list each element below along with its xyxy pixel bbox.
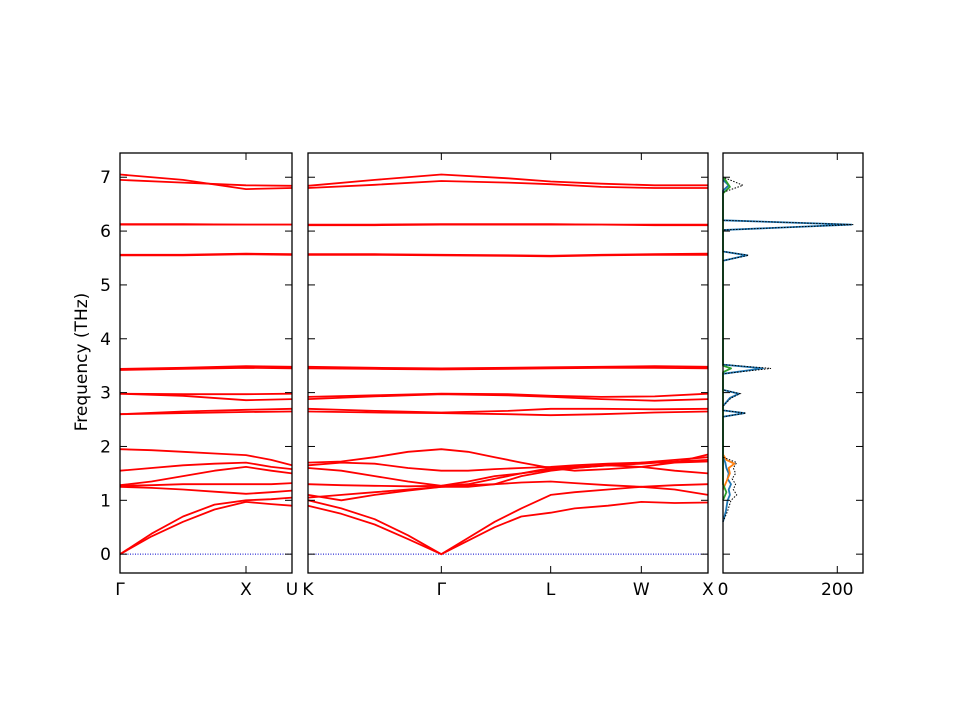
y-tick-label: 1 (100, 491, 111, 511)
phonon-band (307, 480, 709, 499)
phonon-band (307, 485, 709, 556)
dos-x-tick-label: 200 (821, 580, 853, 600)
band-panel-2-frame (307, 152, 709, 574)
phonon-band (119, 461, 293, 472)
high-symmetry-label: Γ (115, 580, 125, 600)
phonon-band (120, 223, 292, 226)
phonon-band (119, 365, 293, 370)
band-panel-1-frame (119, 152, 293, 574)
phonon-band (120, 252, 293, 256)
y-tick-label: 6 (100, 222, 111, 242)
phonon-band (307, 392, 709, 398)
phonon-band (307, 448, 709, 472)
phonon-band (119, 366, 293, 371)
high-symmetry-label: X (702, 580, 714, 600)
phonon-band (307, 366, 709, 371)
projected-dos-curve (722, 454, 736, 490)
phonon-band (307, 173, 708, 187)
phonon-band (307, 459, 709, 488)
phonon-band (308, 223, 708, 226)
phonon-band (119, 392, 293, 396)
high-symmetry-label: L (546, 580, 556, 600)
projected-dos-curve (722, 179, 853, 523)
y-axis-title: Frequency (THz) (72, 293, 92, 432)
high-symmetry-label: X (240, 580, 252, 600)
phonon-band (307, 500, 709, 556)
dos-x-tick-label: 0 (718, 580, 729, 600)
y-tick-label: 5 (100, 276, 111, 296)
high-symmetry-label: K (302, 580, 314, 600)
phonon-band (307, 456, 709, 472)
phonon-band (307, 393, 709, 402)
phonon-band (307, 365, 709, 370)
high-symmetry-label: W (633, 580, 650, 600)
projected-dos-curve (722, 176, 732, 501)
high-symmetry-label: U (286, 580, 298, 600)
y-tick-label: 2 (100, 437, 111, 457)
phonon-band (307, 180, 708, 189)
phonon-band (307, 410, 709, 417)
phonon-band (119, 465, 293, 487)
phonon-band (119, 448, 293, 467)
phonon-band (119, 496, 293, 555)
high-symmetry-label: Γ (437, 580, 447, 600)
phonon-band (119, 173, 293, 191)
y-tick-label: 3 (100, 384, 111, 404)
phonon-band (119, 407, 293, 416)
phonon-band (119, 482, 293, 487)
total-dos-curve (722, 176, 854, 522)
y-tick-label: 4 (100, 330, 111, 350)
dos-panel-frame (722, 152, 864, 574)
y-tick-label: 0 (100, 545, 111, 565)
phonon-band (307, 407, 709, 414)
phonon-band (119, 500, 293, 555)
phonon-band (308, 252, 709, 257)
y-tick-label: 7 (100, 168, 111, 188)
dos-panel: 0 200 (718, 152, 864, 600)
phonon-band (119, 485, 293, 495)
band-panel-gamma-x-u: 0 1 2 3 4 5 6 7 Γ X U (100, 152, 298, 600)
